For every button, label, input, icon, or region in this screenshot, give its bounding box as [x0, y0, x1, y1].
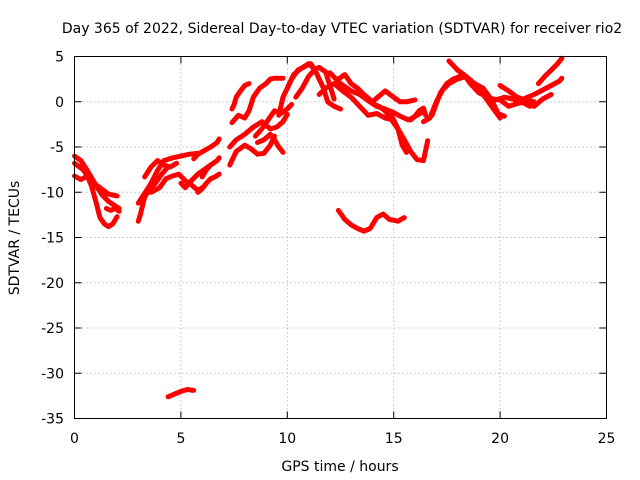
data-series-arc-6	[135, 150, 201, 206]
y-tick-label: 0	[55, 95, 64, 111]
data-series-group	[72, 55, 565, 400]
x-tick-label: 10	[278, 431, 296, 447]
x-tick-label: 0	[70, 431, 79, 447]
x-tick-labels: 0 5 10 15 20 25	[70, 431, 615, 447]
data-series-arc-3	[72, 160, 120, 199]
axis-ticks	[74, 56, 607, 419]
data-series-arc-16	[227, 133, 277, 168]
y-tick-label: -25	[41, 321, 64, 337]
y-tick-label: -20	[41, 276, 64, 292]
data-series-arc-35	[523, 75, 565, 101]
data-series-arc-10	[195, 171, 222, 195]
data-series-arc-23	[316, 81, 397, 123]
data-series-arc-22	[335, 72, 418, 105]
data-series-arc-13	[229, 81, 252, 112]
data-series-arc-12	[199, 155, 222, 180]
data-series-arc-32	[489, 92, 554, 109]
data-series-arc-7	[148, 171, 205, 195]
data-series-arc-21	[284, 61, 316, 91]
data-series-arc-26	[386, 110, 409, 155]
data-series-arc-14	[229, 75, 286, 126]
y-tick-label: -15	[41, 231, 64, 247]
data-series-arc-8	[142, 158, 180, 180]
y-tick-label: -35	[41, 412, 64, 428]
y-tick-label: 5	[55, 50, 64, 66]
data-series-arc-17	[252, 102, 295, 139]
y-tick-labels: -35 -30 -25 -20 -15 -10 -5 0 5	[41, 50, 64, 428]
y-tick-label: -30	[41, 366, 64, 382]
x-tick-label: 25	[598, 431, 616, 447]
x-axis-title: GPS time / hours	[281, 459, 398, 475]
x-tick-label: 20	[491, 431, 509, 447]
data-series-arc-15	[227, 111, 290, 150]
y-tick-label: -5	[50, 140, 64, 156]
data-series-arc-2	[72, 173, 120, 230]
data-series-arc-33	[497, 83, 537, 105]
y-tick-label: -10	[41, 185, 64, 201]
data-series-arc-31	[446, 58, 533, 109]
chart-title: Day 365 of 2022, Sidereal Day-to-day VTE…	[62, 21, 622, 37]
x-tick-label: 5	[176, 431, 185, 447]
data-series-arc-18	[255, 131, 286, 155]
data-series-arc-36	[165, 387, 197, 400]
data-series-arc-34	[535, 55, 565, 87]
data-series-arc-27	[335, 207, 407, 234]
data-series-arc-4	[103, 206, 122, 214]
data-series-arc-20	[293, 64, 337, 102]
data-series-arc-28	[408, 105, 429, 123]
y-axis-title: SDTVAR / TECUs	[7, 181, 23, 296]
x-tick-label: 15	[385, 431, 403, 447]
data-series-arc-11	[191, 136, 222, 162]
